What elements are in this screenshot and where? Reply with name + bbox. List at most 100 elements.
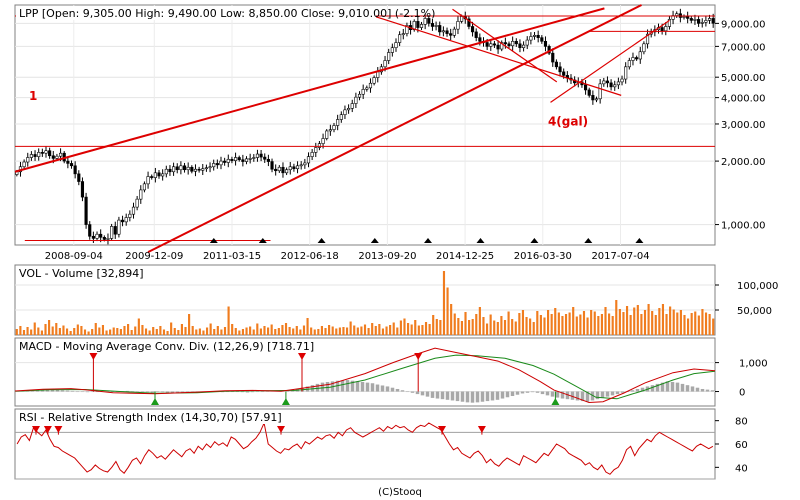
- macd-histogram-bar: [240, 391, 245, 393]
- macd-histogram-bar: [55, 389, 60, 392]
- volume-bar: [518, 313, 521, 335]
- wave-annotation: 1: [29, 89, 37, 103]
- price-axis-label: 7,000.00: [721, 42, 766, 53]
- candle-body: [598, 83, 602, 100]
- macd-histogram-bar: [255, 391, 260, 393]
- candle-body: [281, 166, 285, 174]
- macd-histogram-bar: [365, 382, 370, 392]
- volume-bar: [202, 330, 205, 335]
- candle-body: [215, 163, 219, 166]
- macd-histogram-bar: [405, 391, 410, 393]
- candle-body: [398, 34, 402, 43]
- price-candle: [583, 80, 588, 95]
- candle-body: [241, 159, 245, 162]
- volume-bar: [155, 329, 158, 335]
- volume-bar: [245, 327, 248, 335]
- volume-bar: [299, 329, 302, 335]
- candle-body: [616, 81, 620, 86]
- candle-body: [686, 16, 690, 19]
- macd-histogram-bar: [600, 391, 605, 398]
- price-candle: [131, 202, 136, 219]
- price-candle: [161, 169, 165, 181]
- candle-body: [321, 138, 325, 144]
- candle-body: [675, 13, 679, 16]
- price-candle: [405, 22, 409, 37]
- price-candle: [620, 75, 624, 86]
- macd-histogram-bar: [445, 391, 450, 400]
- price-candle: [248, 153, 252, 164]
- volume-bar: [134, 326, 137, 335]
- volume-bar: [683, 315, 686, 335]
- volume-bar: [198, 328, 201, 335]
- price-candle: [66, 156, 70, 169]
- candle-body: [704, 20, 708, 23]
- candle-body: [37, 152, 41, 157]
- volume-bar: [288, 327, 291, 335]
- volume-bar: [363, 324, 367, 335]
- price-candle: [37, 148, 41, 161]
- macd-buy-marker: [551, 398, 560, 405]
- price-candle: [204, 164, 208, 172]
- macd-histogram-bar: [350, 380, 355, 392]
- price-title-bg: [16, 6, 376, 20]
- price-candle: [150, 174, 154, 180]
- price-candle: [613, 80, 617, 91]
- candle-body: [135, 198, 139, 208]
- price-candle: [467, 16, 471, 30]
- candle-body: [492, 43, 497, 46]
- price-candle: [244, 156, 249, 165]
- trend-line: [14, 7, 605, 173]
- macd-sell-marker: [414, 353, 423, 360]
- macd-axis-label: 1,000: [739, 359, 768, 370]
- candle-body: [394, 42, 398, 49]
- rsi-line-path: [16, 421, 714, 475]
- candle-body: [609, 82, 613, 88]
- candle-body: [230, 158, 234, 161]
- price-candle: [598, 79, 602, 104]
- volume-bar: [324, 328, 327, 335]
- volume-bar: [547, 310, 550, 335]
- volume-bar: [234, 328, 237, 335]
- price-candle: [441, 26, 445, 37]
- volume-bar: [184, 327, 187, 335]
- volume-axis-label: 100,000: [737, 281, 778, 292]
- volume-bar: [399, 320, 402, 335]
- rsi-line: [16, 421, 714, 475]
- candle-body: [427, 18, 431, 24]
- price-candle: [40, 148, 44, 157]
- volume-bar: [464, 312, 467, 335]
- candle-body: [223, 160, 227, 163]
- candle-body: [299, 164, 303, 167]
- volume-bar: [137, 318, 140, 335]
- candle-body: [343, 109, 347, 115]
- volume-bar: [611, 316, 614, 335]
- volume-bar: [241, 329, 245, 335]
- candle-body: [233, 157, 238, 161]
- volume-bar: [342, 327, 345, 335]
- macd-line: [14, 347, 716, 404]
- price-candle: [288, 161, 292, 175]
- volume-bar: [48, 320, 51, 335]
- price-candle: [230, 156, 234, 164]
- price-candle: [175, 163, 179, 174]
- price-candle: [474, 28, 478, 42]
- macd-histogram-bar: [155, 391, 160, 393]
- price-trend-lines: [14, 4, 715, 254]
- macd-buy-marker: [281, 398, 290, 405]
- volume-bar: [543, 317, 546, 335]
- candle-body: [26, 157, 30, 163]
- candle-body: [259, 153, 263, 158]
- volume-bar: [439, 320, 442, 335]
- price-candle: [350, 99, 354, 113]
- macd-histogram-bar: [355, 381, 360, 392]
- macd-axis-label: 0: [739, 388, 745, 399]
- price-candle: [317, 140, 322, 151]
- volume-bar: [374, 326, 377, 335]
- volume-bar: [338, 327, 341, 335]
- candle-body: [190, 166, 194, 172]
- volume-bar: [112, 327, 115, 335]
- price-candle: [73, 161, 77, 179]
- candle-body: [55, 155, 59, 159]
- volume-bar: [162, 329, 166, 335]
- macd-histogram-bar: [510, 391, 515, 396]
